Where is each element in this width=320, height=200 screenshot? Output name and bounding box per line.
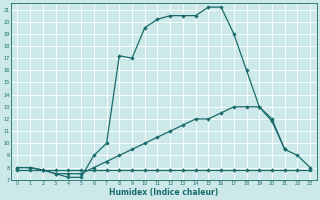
X-axis label: Humidex (Indice chaleur): Humidex (Indice chaleur) xyxy=(109,188,219,197)
